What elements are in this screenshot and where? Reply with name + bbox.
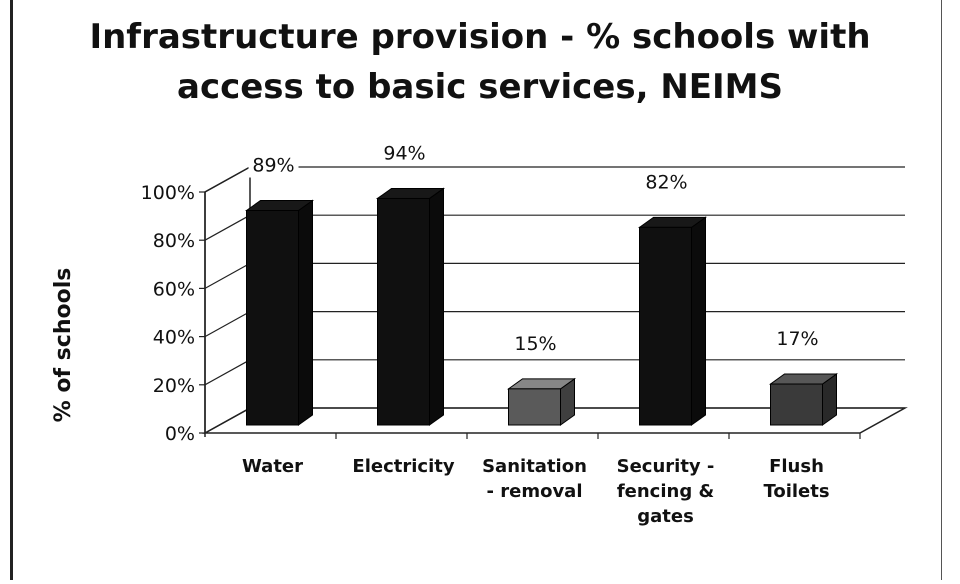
data-label-background <box>248 153 299 178</box>
data-label: 94% <box>383 142 425 164</box>
x-category-label: Electricity <box>352 456 454 477</box>
bar-side <box>429 187 444 426</box>
y-tick-label: 80% <box>153 230 195 252</box>
chart-side-wall <box>204 165 251 435</box>
chart-frame <box>10 0 942 580</box>
bar <box>639 226 692 426</box>
x-category-label: Toilets <box>763 481 829 502</box>
x-category-label: Sanitation <box>482 456 587 477</box>
data-label-background <box>379 141 430 166</box>
bar <box>770 383 823 426</box>
grid-diagonal <box>204 214 251 241</box>
data-label: 89% <box>252 155 294 177</box>
grid-diagonal <box>204 359 251 386</box>
grid-diagonal <box>204 311 251 338</box>
y-tick-label: 40% <box>153 327 195 349</box>
grid-diagonal <box>204 407 251 434</box>
y-tick-label: 100% <box>141 182 195 204</box>
y-tick-label: 60% <box>153 278 195 300</box>
x-category-label: gates <box>637 506 694 527</box>
bar <box>377 197 430 426</box>
bar <box>508 388 561 426</box>
bar-side <box>298 199 313 426</box>
data-label-background <box>510 331 561 356</box>
data-label: 17% <box>776 328 818 350</box>
x-category-label: Flush <box>769 456 824 477</box>
bar-side <box>691 216 706 426</box>
x-category-label: Water <box>242 456 303 477</box>
grid-diagonal <box>204 262 251 289</box>
y-axis-title: % of schools <box>51 268 76 423</box>
chart-title-line-2: access to basic services, NEIMS <box>177 67 783 107</box>
grid-diagonal <box>204 166 251 193</box>
bar <box>246 210 299 426</box>
y-tick-label: 20% <box>153 375 195 397</box>
y-tick-label: 0% <box>165 423 195 445</box>
chart-title: Infrastructure provision - % schools wit… <box>40 12 920 112</box>
x-category-label: - removal <box>487 481 583 502</box>
data-label-background <box>641 170 692 195</box>
x-category-label: fencing & <box>617 481 714 502</box>
data-label: 15% <box>514 333 556 355</box>
data-label-background <box>772 327 823 352</box>
x-category-label: Security - <box>617 456 715 477</box>
chart-title-line-1: Infrastructure provision - % schools wit… <box>89 17 871 57</box>
data-label: 82% <box>645 171 687 193</box>
